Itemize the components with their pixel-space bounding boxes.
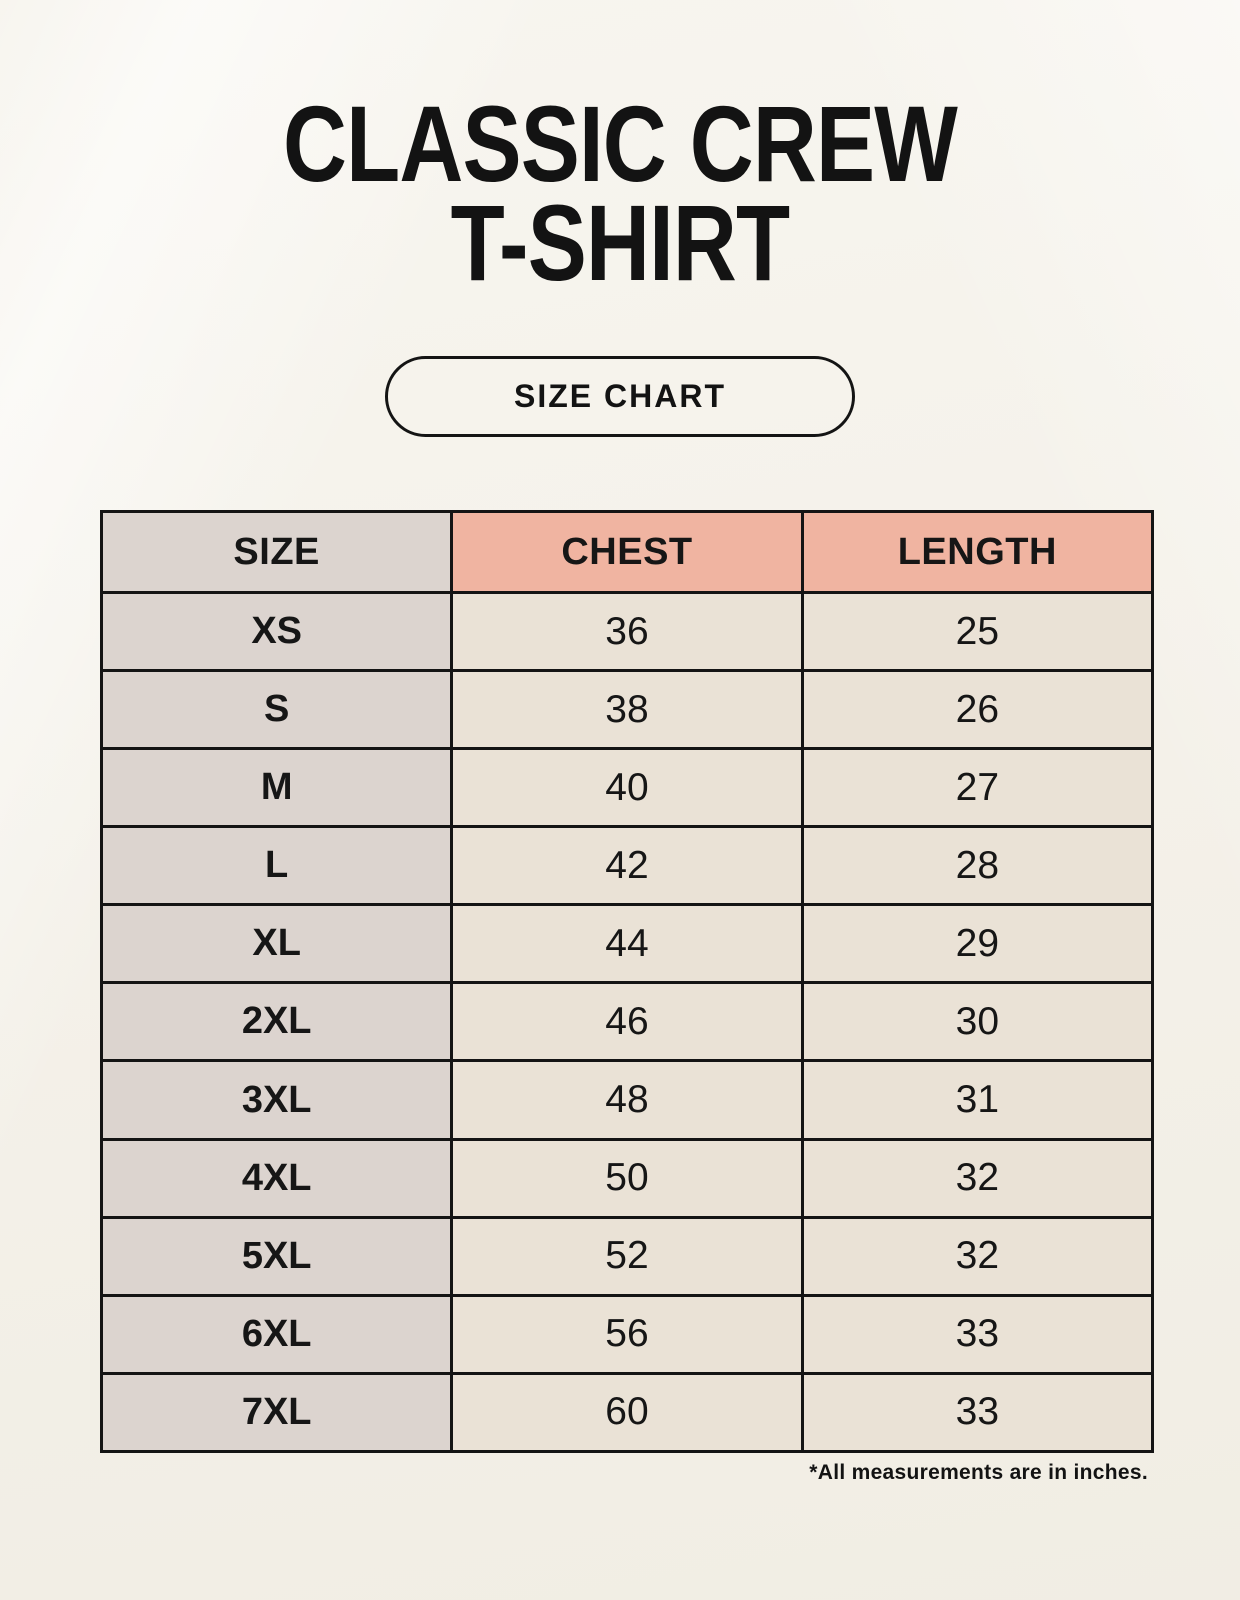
table-row: XS 36 25 xyxy=(99,590,1155,673)
length-cell: 32 xyxy=(800,1137,1155,1219)
size-cell: 4XL xyxy=(99,1137,454,1219)
length-cell: 31 xyxy=(800,1059,1155,1141)
size-cell: 3XL xyxy=(99,1059,454,1141)
column-header-size: SIZE xyxy=(99,510,454,594)
measurements-footnote: *All measurements are in inches. xyxy=(809,1461,1148,1484)
chest-cell: 38 xyxy=(450,669,804,751)
chest-cell: 60 xyxy=(450,1371,804,1454)
title-line-2: T-SHIRT xyxy=(450,182,790,304)
size-cell: XS xyxy=(99,590,454,673)
page-title: CLASSIC CREW T-SHIRT xyxy=(112,83,1129,304)
table-row: 3XL 48 31 xyxy=(99,1059,1155,1141)
table-row: L 42 28 xyxy=(99,825,1155,907)
size-cell: 6XL xyxy=(99,1293,454,1375)
chest-cell: 42 xyxy=(450,825,804,907)
title-line-1: CLASSIC CREW xyxy=(282,83,958,204)
column-header-chest: CHEST xyxy=(450,510,804,594)
table-row: 7XL 60 33 xyxy=(99,1371,1155,1454)
size-cell: 7XL xyxy=(99,1371,454,1454)
table-row: XL 44 29 xyxy=(99,903,1155,985)
table-row: 6XL 56 33 xyxy=(99,1293,1155,1375)
size-cell: 2XL xyxy=(99,981,454,1063)
size-cell: M xyxy=(99,747,454,829)
chest-cell: 40 xyxy=(450,747,804,829)
length-cell: 32 xyxy=(800,1215,1155,1297)
length-cell: 26 xyxy=(800,669,1155,751)
chest-cell: 50 xyxy=(450,1137,804,1219)
chest-cell: 44 xyxy=(450,903,804,985)
size-cell: S xyxy=(99,669,454,751)
size-cell: XL xyxy=(99,903,454,985)
size-cell: L xyxy=(99,825,454,907)
table-row: M 40 27 xyxy=(99,747,1155,829)
length-cell: 25 xyxy=(800,590,1155,673)
size-cell: 5XL xyxy=(99,1215,454,1297)
table-row: 4XL 50 32 xyxy=(99,1137,1155,1219)
length-cell: 29 xyxy=(800,903,1155,985)
chest-cell: 48 xyxy=(450,1059,804,1141)
size-chart-table: SIZE CHEST LENGTH XS 36 25 S 38 26 M 40 … xyxy=(99,510,1155,1454)
length-cell: 27 xyxy=(800,747,1155,829)
table-row: 2XL 46 30 xyxy=(99,981,1155,1063)
length-cell: 28 xyxy=(800,825,1155,907)
table-row: S 38 26 xyxy=(99,669,1155,751)
chest-cell: 52 xyxy=(450,1215,804,1297)
column-header-length: LENGTH xyxy=(800,510,1155,594)
size-chart-badge[interactable]: SIZE CHART xyxy=(385,356,855,437)
header-row: SIZE CHEST LENGTH xyxy=(99,510,1155,594)
chest-cell: 36 xyxy=(450,590,804,673)
chest-cell: 56 xyxy=(450,1293,804,1375)
length-cell: 33 xyxy=(800,1371,1155,1454)
length-cell: 30 xyxy=(800,981,1155,1063)
length-cell: 33 xyxy=(800,1293,1155,1375)
chest-cell: 46 xyxy=(450,981,804,1063)
table-row: 5XL 52 32 xyxy=(99,1215,1155,1297)
size-chart-badge-label: SIZE CHART xyxy=(514,378,726,414)
